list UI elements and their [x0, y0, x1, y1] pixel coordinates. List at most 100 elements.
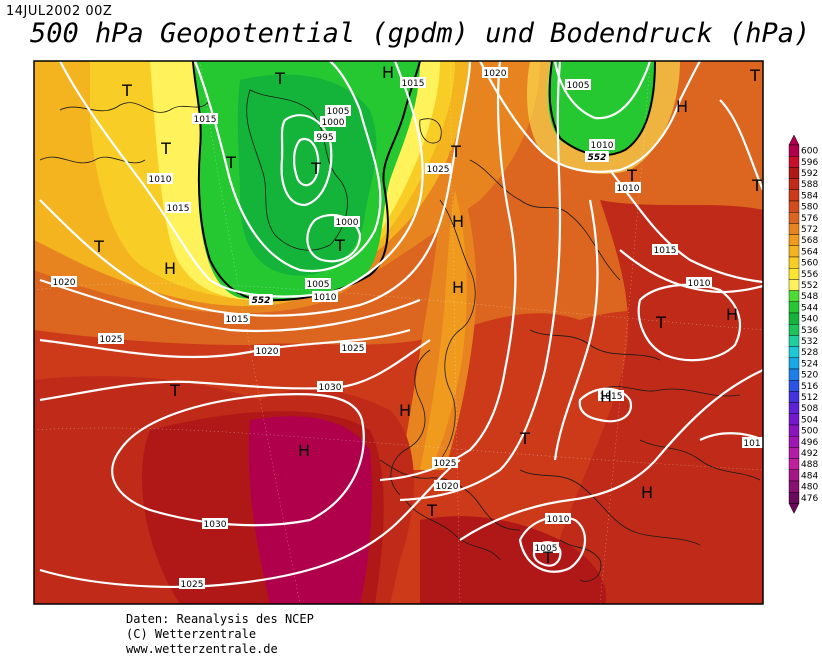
color-legend: 6005965925885845805765725685645605565525… — [788, 134, 818, 514]
svg-text:1000: 1000 — [336, 218, 359, 228]
svg-text:1020: 1020 — [436, 482, 459, 492]
isobar-label-1005-c: 1005 — [533, 542, 559, 554]
legend-level-label: 600 — [801, 147, 818, 157]
credit-line-website: www.wetterzentrale.de — [126, 642, 278, 656]
legend-swatch — [788, 458, 800, 471]
low-pressure-marker: T — [310, 159, 321, 178]
legend-level-label: 580 — [801, 203, 818, 213]
svg-text:552: 552 — [252, 296, 271, 306]
legend-level-label: 596 — [801, 158, 818, 168]
analysis-date: 14JUL2002 00Z — [6, 4, 113, 19]
legend-level-label: 512 — [801, 393, 818, 403]
legend-swatch — [788, 413, 800, 426]
low-pressure-marker: T — [169, 381, 180, 400]
contour-552-label-east: 552 — [585, 151, 609, 163]
isobar-label-1020-a: 1020 — [254, 345, 280, 357]
svg-text:1025: 1025 — [100, 335, 123, 345]
legend-level-label: 528 — [801, 348, 818, 358]
legend-swatch — [788, 447, 800, 459]
legend-level-label: 508 — [801, 404, 818, 414]
high-pressure-marker: H — [164, 259, 176, 278]
low-pressure-marker: T — [519, 429, 530, 448]
legend-swatch — [788, 346, 800, 359]
legend-level-label: 572 — [801, 225, 818, 235]
isobar-label-1000-b: 1000 — [334, 216, 360, 228]
legend-swatch — [788, 178, 800, 191]
svg-text:1015: 1015 — [654, 246, 677, 256]
isobar-label-1020-b: 1020 — [51, 276, 77, 288]
legend-swatch — [788, 268, 800, 280]
isobar-label-1005-d: 1005 — [565, 79, 591, 91]
svg-text:1015: 1015 — [600, 392, 623, 402]
high-pressure-marker: H — [600, 387, 612, 406]
high-pressure-marker: H — [726, 305, 738, 324]
credit-line-copyright: (C) Wetterzentrale — [126, 627, 257, 641]
legend-swatch — [788, 480, 800, 493]
legend-swatch — [788, 391, 800, 403]
legend-swatch — [788, 245, 800, 258]
isobar-label-1010-b: 1010 — [545, 513, 571, 525]
legend-swatch — [788, 290, 800, 303]
isobar-label-1025-e: 1025 — [425, 163, 451, 175]
low-pressure-marker: T — [121, 81, 132, 100]
svg-text:1015: 1015 — [167, 204, 190, 214]
svg-text:1010: 1010 — [591, 141, 614, 151]
legend-level-label: 516 — [801, 382, 818, 392]
isobar-label-1000-a: 1000 — [320, 116, 346, 128]
legend-swatch — [788, 324, 800, 336]
legend-level-label: 556 — [801, 270, 818, 280]
low-pressure-marker: T — [542, 548, 553, 567]
low-pressure-marker: T — [334, 236, 345, 255]
credit-line-data: Daten: Reanalysis des NCEP — [126, 612, 314, 626]
contour-552-label-west: 552 — [249, 294, 273, 306]
low-pressure-marker: T — [450, 142, 461, 161]
high-pressure-marker: H — [382, 63, 394, 82]
legend-swatch — [788, 357, 800, 370]
isobar-label-1020-d: 1020 — [482, 67, 508, 79]
legend-level-label: 496 — [801, 438, 818, 448]
legend-level-label: 592 — [801, 169, 818, 179]
isobar-label-1005-a: 1005 — [325, 105, 351, 117]
legend-level-label: 584 — [801, 191, 818, 201]
svg-text:1005: 1005 — [327, 107, 350, 117]
low-pressure-marker: T — [626, 166, 637, 185]
low-pressure-marker: T — [751, 176, 762, 195]
low-pressure-marker: T — [655, 313, 666, 332]
legend-top-arrow — [788, 134, 800, 146]
legend-level-label: 524 — [801, 359, 818, 369]
legend-level-label: 576 — [801, 214, 818, 224]
svg-text:1015: 1015 — [402, 79, 425, 89]
low-pressure-marker: T — [274, 69, 285, 88]
isobar-label-1015-c: 1015 — [165, 202, 191, 214]
legend-swatch — [788, 200, 800, 213]
high-pressure-marker: H — [676, 97, 688, 116]
legend-swatch — [788, 211, 800, 224]
svg-text:552: 552 — [588, 153, 607, 163]
low-pressure-marker: T — [160, 139, 171, 158]
svg-text:1005: 1005 — [535, 544, 558, 554]
legend-level-label: 476 — [801, 494, 818, 504]
isobar-label-1025-a: 1025 — [340, 342, 366, 354]
legend-swatch — [788, 223, 800, 235]
svg-text:1010: 1010 — [149, 175, 172, 185]
svg-text:1020: 1020 — [484, 69, 507, 79]
svg-text:101: 101 — [743, 439, 760, 449]
legend-level-label: 480 — [801, 483, 818, 493]
svg-text:1020: 1020 — [53, 278, 76, 288]
legend-swatch — [788, 368, 800, 381]
isobar-label-1025-b: 1025 — [98, 333, 124, 345]
svg-text:995: 995 — [316, 133, 333, 143]
isobar-label-1030-a: 1030 — [317, 381, 343, 393]
isobar-label-1020-c: 1020 — [434, 480, 460, 492]
svg-text:1025: 1025 — [434, 459, 457, 469]
isobar-label-995: 995 — [314, 131, 336, 143]
high-pressure-marker: H — [452, 212, 464, 231]
legend-level-label: 552 — [801, 281, 818, 291]
legend-level-label: 568 — [801, 236, 818, 246]
svg-text:1000: 1000 — [322, 118, 345, 128]
svg-text:1010: 1010 — [314, 293, 337, 303]
svg-text:1015: 1015 — [226, 315, 249, 325]
isobar-label-1010-a: 1010 — [312, 291, 338, 303]
legend-swatch — [788, 492, 800, 504]
